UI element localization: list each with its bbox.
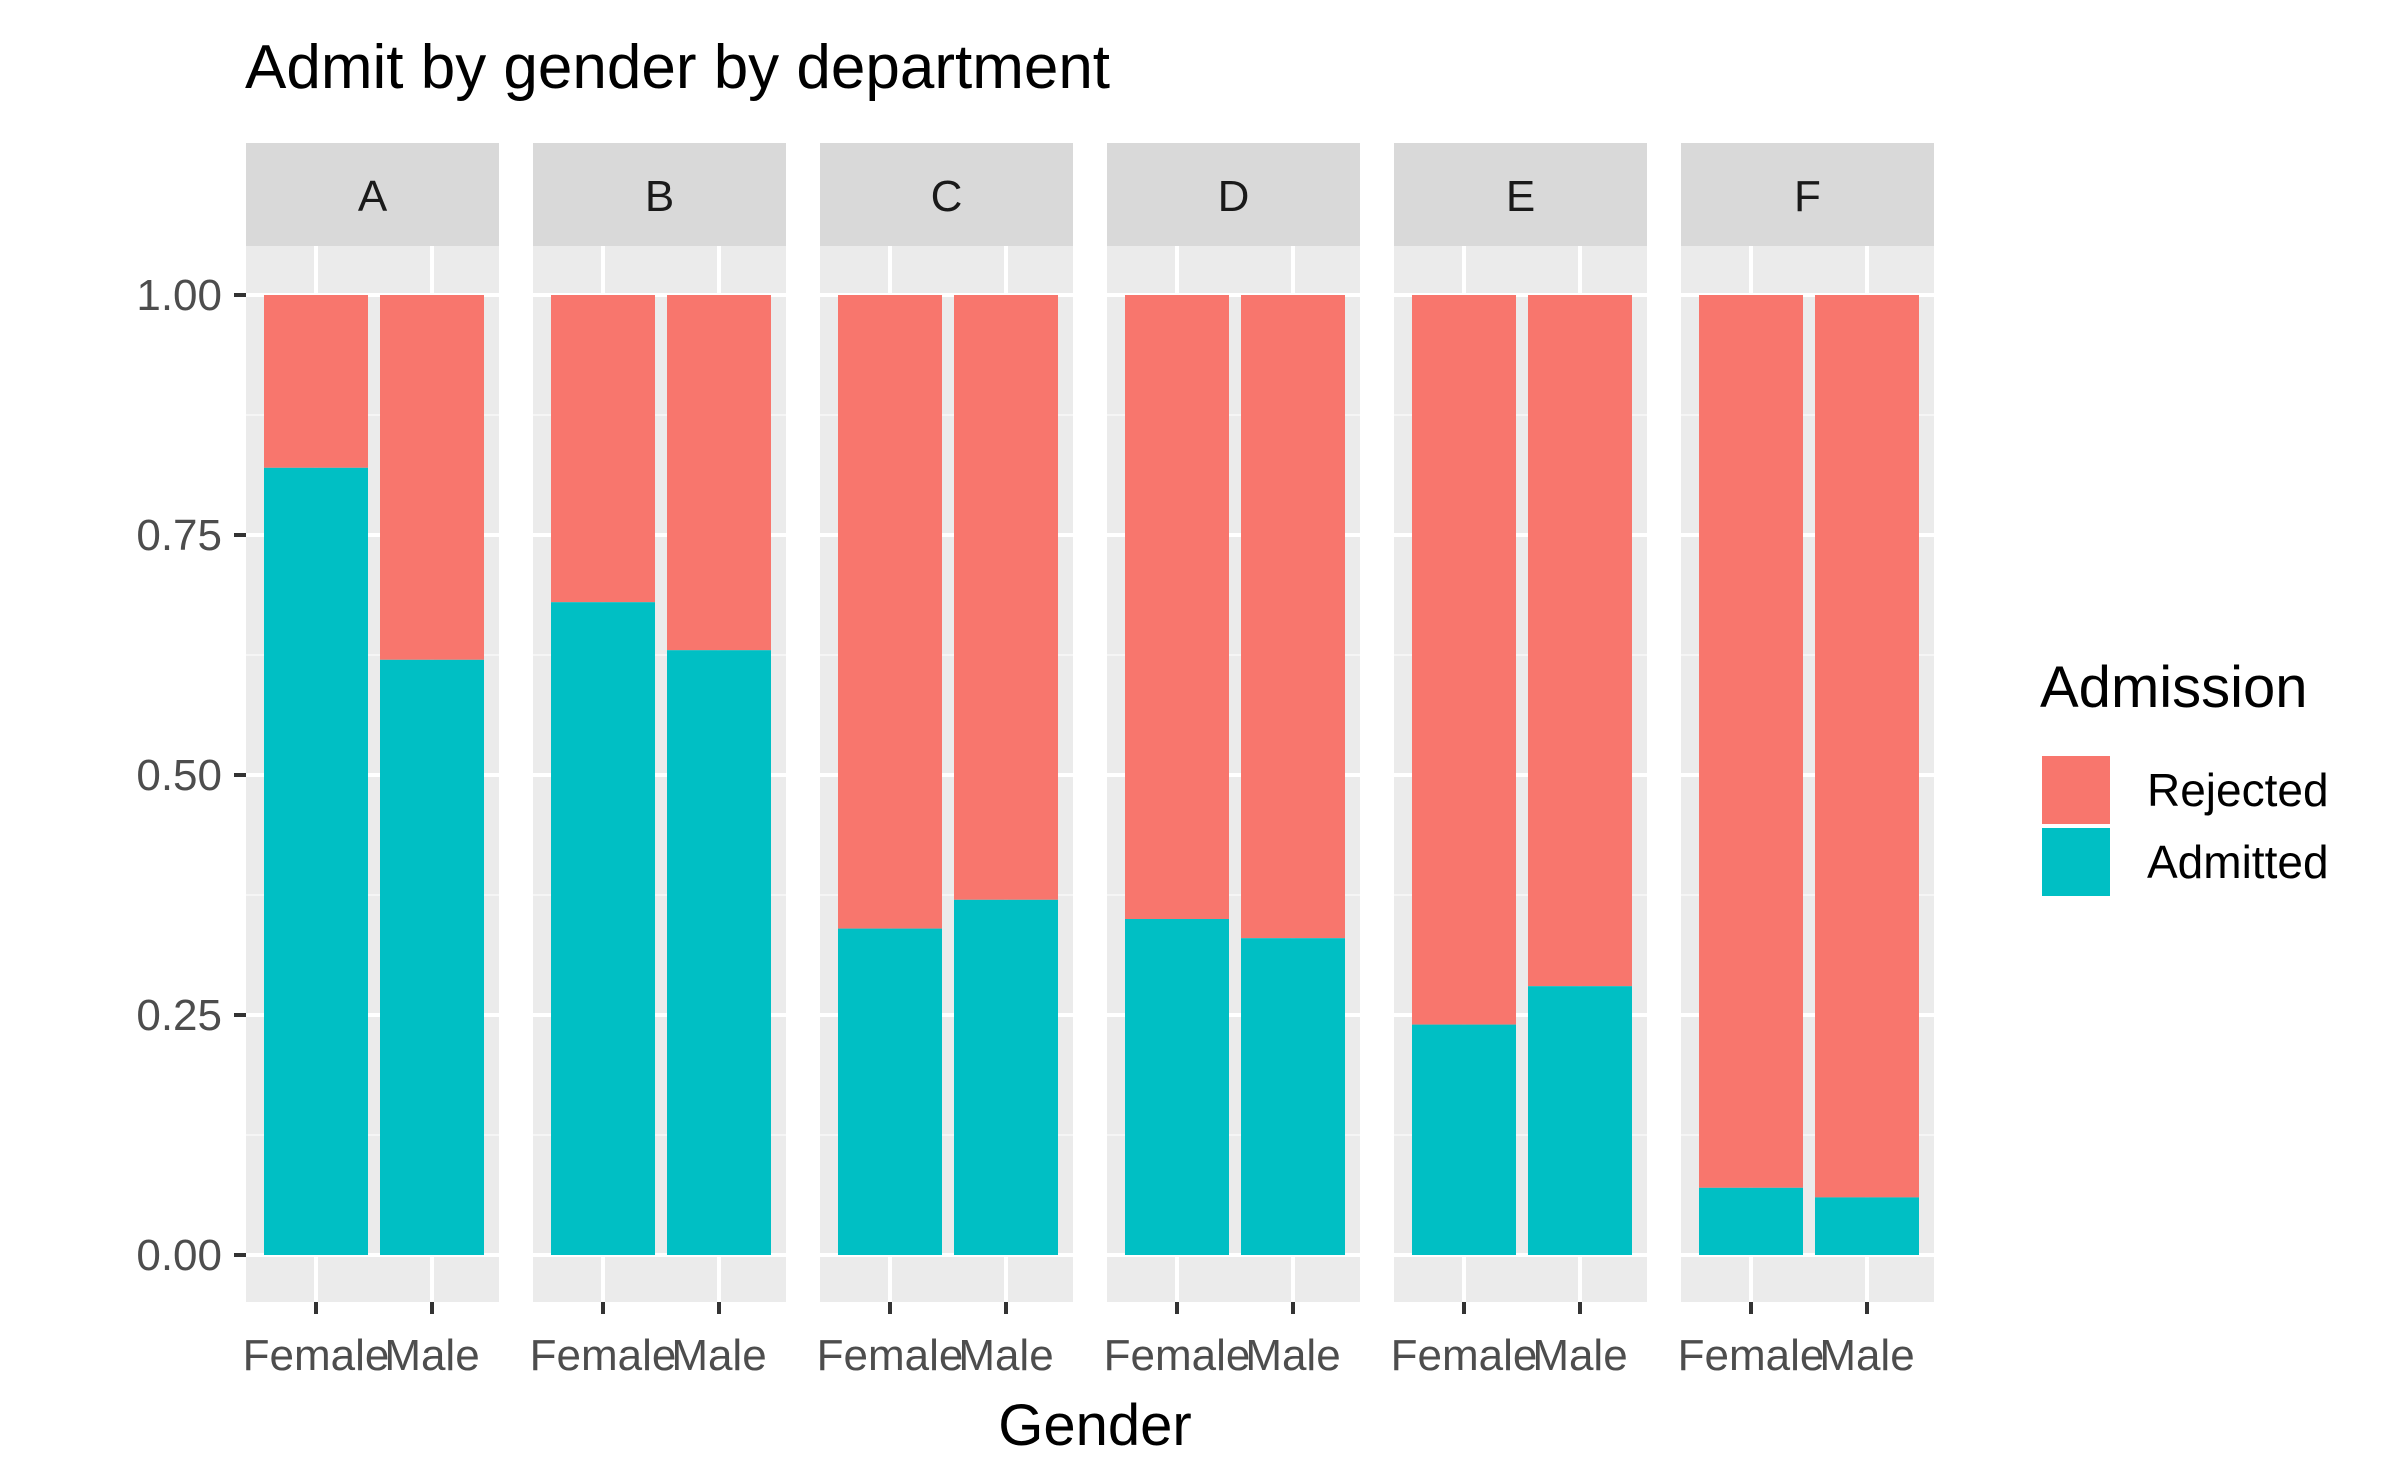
facet-strip xyxy=(820,143,1073,246)
facet-strip-label: A xyxy=(358,172,388,221)
legend-label-rejected: Rejected xyxy=(2147,764,2329,816)
facet-panels: AFemaleMaleBFemaleMaleCFemaleMaleDFemale… xyxy=(243,143,1934,1380)
facet-strip-label: E xyxy=(1506,172,1535,221)
x-tick-label: Male xyxy=(384,1331,479,1380)
x-tick-label: Male xyxy=(1819,1331,1914,1380)
x-tick-label: Female xyxy=(1678,1331,1825,1380)
legend: Admission Rejected Admitted xyxy=(2040,655,2329,896)
facet-strip xyxy=(1394,143,1647,246)
x-tick-label: Male xyxy=(958,1331,1053,1380)
x-tick-label: Female xyxy=(1391,1331,1538,1380)
chart-title: Admit by gender by department xyxy=(245,33,1110,102)
facet-strip xyxy=(533,143,786,246)
bar-admitted-D-male xyxy=(1241,938,1345,1255)
bar-admitted-F-female xyxy=(1699,1187,1803,1255)
facet-strip-label: B xyxy=(645,172,674,221)
y-tick-label: 0.00 xyxy=(136,1231,222,1280)
facet-strip xyxy=(246,143,499,246)
y-tick-label: 0.25 xyxy=(136,991,222,1040)
facet-strip-label: C xyxy=(931,172,963,221)
bar-admitted-C-female xyxy=(838,928,942,1255)
x-tick-label: Female xyxy=(1104,1331,1251,1380)
bar-admitted-A-male xyxy=(380,659,484,1255)
bar-rejected-C-female xyxy=(838,295,942,929)
legend-key-admitted xyxy=(2042,828,2110,896)
bar-admitted-C-male xyxy=(954,899,1058,1255)
facet-strip xyxy=(1107,143,1360,246)
bar-rejected-F-male xyxy=(1815,295,1919,1198)
bar-admitted-E-female xyxy=(1412,1024,1516,1255)
y-tick-label: 1.00 xyxy=(136,271,222,320)
bar-rejected-E-female xyxy=(1412,295,1516,1025)
x-tick-label: Female xyxy=(817,1331,964,1380)
legend-title: Admission xyxy=(2040,655,2308,720)
bar-rejected-A-male xyxy=(380,295,484,660)
bar-rejected-F-female xyxy=(1699,295,1803,1188)
x-tick-label: Female xyxy=(530,1331,677,1380)
x-tick-label: Female xyxy=(243,1331,390,1380)
x-tick-label: Male xyxy=(1245,1331,1340,1380)
bar-admitted-D-female xyxy=(1125,919,1229,1255)
legend-label-admitted: Admitted xyxy=(2147,836,2329,888)
bar-rejected-D-male xyxy=(1241,295,1345,939)
y-tick-label: 0.75 xyxy=(136,511,222,560)
bar-rejected-D-female xyxy=(1125,295,1229,919)
y-axis: 0.00 0.25 0.50 0.75 1.00 xyxy=(136,271,246,1280)
bar-admitted-E-male xyxy=(1528,986,1632,1255)
bar-rejected-E-male xyxy=(1528,295,1632,987)
facet-strip xyxy=(1681,143,1934,246)
bar-rejected-B-female xyxy=(551,295,655,603)
bar-admitted-A-female xyxy=(264,467,368,1255)
bar-admitted-B-male xyxy=(667,650,771,1255)
bar-rejected-C-male xyxy=(954,295,1058,900)
bar-rejected-B-male xyxy=(667,295,771,651)
x-axis-title: Gender xyxy=(998,1393,1191,1458)
facet-strip-label: D xyxy=(1218,172,1250,221)
legend-key-rejected xyxy=(2042,756,2110,824)
y-tick-label: 0.50 xyxy=(136,751,222,800)
facet-strip-label: F xyxy=(1794,172,1821,221)
x-tick-label: Male xyxy=(671,1331,766,1380)
x-tick-label: Male xyxy=(1532,1331,1627,1380)
bar-admitted-F-male xyxy=(1815,1197,1919,1255)
bar-admitted-B-female xyxy=(551,602,655,1255)
bar-rejected-A-female xyxy=(264,295,368,468)
